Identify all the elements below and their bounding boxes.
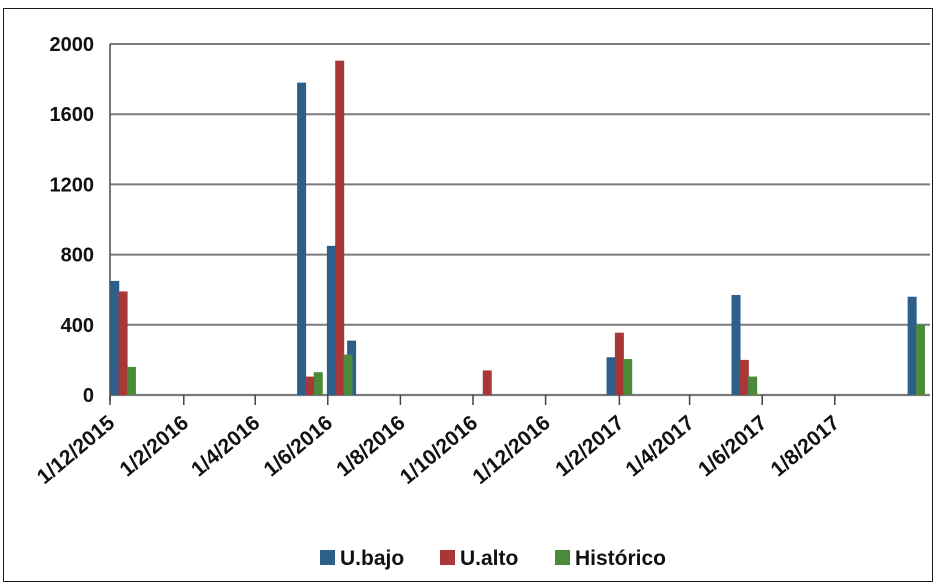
bar-U.alto — [335, 60, 345, 396]
bar-U.bajo — [297, 82, 307, 396]
legend-label: Histórico — [575, 547, 666, 570]
x-tick-label: 1/6/2017 — [694, 411, 771, 481]
x-tick-label: 1/8/2017 — [767, 411, 844, 481]
chart-frame — [3, 8, 933, 582]
bar-U.alto — [305, 376, 315, 395]
x-tick-label: 1/2/2017 — [551, 411, 628, 481]
bar-U.alto — [614, 332, 624, 395]
x-tick-label: 1/12/2016 — [468, 411, 554, 489]
bar-U.bajo — [326, 245, 336, 395]
y-tick-label: 400 — [61, 315, 94, 337]
bar-Histórico — [623, 359, 633, 395]
x-tick-label: 1/10/2016 — [396, 411, 482, 489]
bar-U.alto — [482, 370, 492, 395]
x-tick-label: 1/2/2016 — [116, 411, 193, 481]
bar-Histórico — [343, 354, 353, 395]
bar-U.alto — [739, 359, 749, 395]
y-tick-label: 800 — [61, 245, 94, 267]
bar-U.bajo — [606, 357, 616, 395]
x-tick-label: 1/4/2016 — [187, 411, 264, 481]
x-tick-label: 1/4/2017 — [621, 411, 698, 481]
y-tick-label: 2000 — [50, 34, 95, 56]
bar-Histórico — [126, 366, 136, 395]
bar-U.bajo — [110, 280, 120, 395]
bar-U.bajo — [907, 296, 917, 395]
x-tick-label: 1/12/2015 — [33, 411, 120, 489]
legend-label: U.alto — [460, 547, 518, 570]
legend-swatch — [320, 550, 335, 565]
y-tick-label: 1200 — [50, 174, 95, 196]
y-tick-label: 1600 — [50, 104, 95, 126]
y-tick-label: 0 — [83, 385, 94, 407]
bar-U.alto — [118, 291, 128, 395]
bar-Histórico — [915, 324, 925, 395]
legend-swatch — [440, 550, 455, 565]
bar-Histórico — [313, 372, 323, 395]
legend-swatch — [555, 550, 570, 565]
x-tick-label: 1/6/2016 — [260, 411, 337, 481]
bar-Histórico — [748, 376, 758, 395]
legend-label: U.bajo — [340, 547, 404, 570]
bar-U.bajo — [731, 294, 741, 395]
